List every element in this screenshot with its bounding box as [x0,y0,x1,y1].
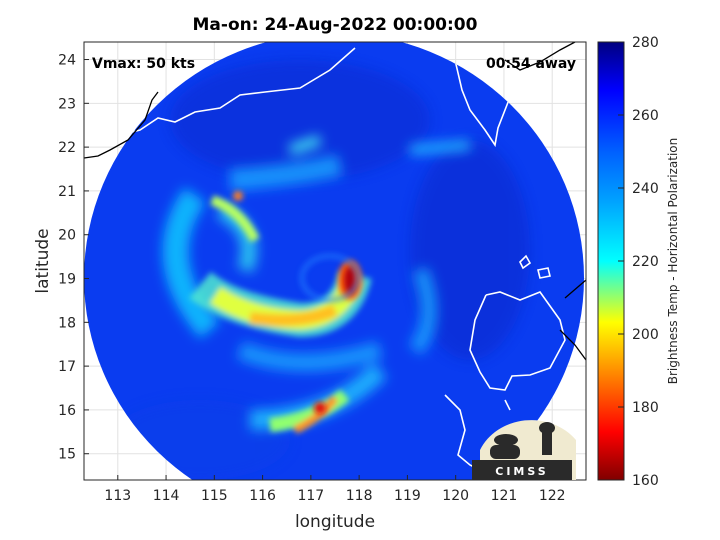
x-ticks: 113 114 115 116 117 118 119 120 121 122 [104,475,566,504]
x-tick-label-3: 116 [249,488,276,504]
cimss-logo: CIMSS [472,420,576,480]
y-tick-label-7: 22 [58,140,76,156]
y-tick-label-4: 19 [58,272,76,288]
logo-text: CIMSS [495,465,548,478]
colorbar-tick-label-0: 160 [632,473,659,489]
y-tick-label-0: 15 [58,447,76,463]
x-tick-label-0: 113 [104,488,131,504]
y-tick-label-5: 20 [58,228,76,244]
coastline [97,47,566,471]
coastline-outside [84,42,586,361]
colorbar-tick-label-2: 200 [632,327,659,343]
colorbar-label: Brightness Temp - Horizontal Polarizatio… [666,138,680,385]
colorbar: 160 180 200 220 240 260 280 Brightness Temp - … [597,35,680,489]
x-tick-label-6: 119 [394,488,421,504]
colorbar-tick-label-3: 220 [632,254,659,270]
colorbar-tick-label-5: 260 [632,108,659,124]
y-axis-label: latitude [33,228,53,293]
y-tick-label-9: 24 [58,53,76,69]
y-tick-label-8: 23 [58,96,76,112]
plot-area: 113 114 115 116 117 118 119 120 121 122 151617181… [58,41,587,504]
x-axis-label: longitude [295,512,375,532]
y-tick-label-6: 21 [58,184,76,200]
axes-frame [83,41,587,481]
x-tick-label-5: 118 [346,488,373,504]
y-tick-label-3: 18 [58,315,76,331]
colorbar-ticks: 160 180 200 220 240 260 280 [618,35,659,489]
colorbar-tick-label-6: 280 [632,35,659,51]
x-tick-label-9: 122 [539,488,566,504]
x-tick-label-7: 120 [442,488,469,504]
x-tick-label-8: 121 [491,488,518,504]
chart-title: Ma-on: 24-Aug-2022 00:00:00 [193,15,478,35]
x-tick-label-2: 115 [201,488,228,504]
y-tick-label-2: 17 [58,359,76,375]
time-away-label: 00:54 away [486,56,576,72]
x-tick-label-4: 117 [297,488,324,504]
y-ticks: 15 16 17 18 19 20 21 22 23 24 [58,53,89,463]
y-tick-label-1: 16 [58,403,76,419]
colorbar-tick-label-1: 180 [632,400,659,416]
vmax-label: Vmax: 50 kts [92,56,195,72]
colorbar-tick-label-4: 240 [632,181,659,197]
x-tick-label-1: 114 [153,488,180,504]
